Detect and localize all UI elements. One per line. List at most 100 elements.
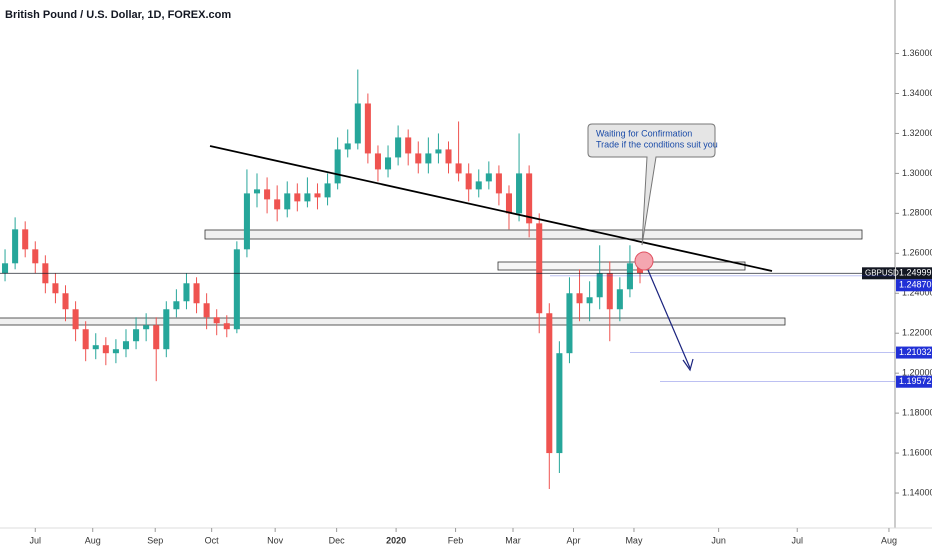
candle-body	[223, 323, 230, 330]
candle-body	[233, 249, 240, 330]
y-tick-label: 1.32000	[902, 128, 932, 138]
candle-body	[435, 149, 442, 154]
candle-body	[92, 345, 99, 350]
y-tick-label: 1.18000	[902, 408, 932, 418]
y-tick-label: 1.20000	[902, 368, 932, 378]
candle-body	[526, 173, 533, 224]
candle-body	[183, 283, 190, 302]
candle-body	[475, 181, 482, 190]
candle-body	[133, 329, 140, 342]
x-tick-label: Mar	[505, 535, 521, 545]
candle-body	[284, 193, 291, 210]
zone	[497, 261, 746, 271]
candle-body	[385, 157, 392, 170]
price-label: 1.24870	[899, 280, 932, 290]
x-tick-label: Sep	[147, 535, 163, 545]
price-label-box	[896, 346, 932, 359]
x-tick-label: Jun	[711, 535, 726, 545]
candle-body	[415, 153, 422, 164]
x-tick-label: Jul	[30, 535, 42, 545]
candle-body	[445, 149, 452, 164]
x-tick-label: Nov	[267, 535, 284, 545]
candle-body	[566, 293, 573, 354]
candle-body	[374, 153, 381, 170]
candle-body	[556, 353, 563, 454]
candle-body	[72, 309, 79, 330]
y-tick-label: 1.26000	[902, 248, 932, 258]
candle-body	[193, 283, 200, 304]
candle-body	[264, 189, 271, 200]
candle-body	[536, 223, 543, 314]
candle-body	[102, 345, 109, 354]
arrow-head	[682, 358, 694, 372]
candle-body	[425, 153, 432, 164]
price-label-box	[896, 267, 932, 280]
x-tick-label: Jul	[791, 535, 803, 545]
candle-body	[405, 137, 412, 154]
candle-body	[616, 289, 623, 310]
candle-body	[143, 325, 150, 330]
y-tick-label: 1.24000	[902, 288, 932, 298]
x-tick-label: Aug	[85, 535, 101, 545]
candle-body	[334, 149, 341, 184]
candle-body	[32, 249, 39, 264]
price-label-box	[896, 279, 932, 292]
candle-body	[465, 173, 472, 190]
candle-body	[122, 341, 130, 350]
candle-body	[485, 173, 492, 182]
y-tick-label: 1.36000	[902, 48, 932, 58]
candle-body	[12, 229, 19, 264]
candle-body	[153, 325, 160, 350]
symbol-label-box	[862, 267, 895, 280]
price-label-box	[896, 375, 932, 388]
candle-body	[112, 349, 119, 354]
callout-text: Trade if the conditions suit you	[596, 139, 718, 149]
zone	[204, 229, 863, 240]
y-tick-label: 1.28000	[902, 208, 932, 218]
candle-body	[626, 263, 633, 290]
candle-body	[354, 103, 361, 144]
candle-body	[596, 273, 603, 298]
candle-body	[173, 301, 180, 310]
candle-body	[22, 229, 29, 250]
x-tick-label: Feb	[448, 535, 464, 545]
candle-body	[314, 193, 321, 198]
candle-body	[455, 163, 462, 174]
candle-body	[52, 283, 59, 294]
y-tick-label: 1.34000	[902, 88, 932, 98]
zone	[0, 317, 786, 326]
y-tick-label: 1.22000	[902, 328, 932, 338]
callout	[587, 123, 716, 246]
candle-body	[586, 297, 593, 304]
price-label: 1.21032	[899, 347, 932, 357]
trend-line	[209, 145, 773, 272]
x-tick-label: Aug	[881, 535, 897, 545]
candle-body	[606, 273, 613, 310]
candle-body	[203, 303, 210, 318]
candle-body	[253, 189, 261, 194]
candle-body	[213, 317, 220, 324]
candle-body	[516, 173, 523, 214]
x-tick-label: 2020	[386, 535, 406, 545]
arrow	[647, 269, 691, 369]
candle-body	[576, 293, 583, 304]
candle-body	[324, 183, 331, 198]
candle-body	[82, 329, 89, 350]
candle-body	[495, 173, 502, 194]
y-tick-label: 1.16000	[902, 447, 932, 457]
candle-body	[243, 193, 250, 250]
chart-title: British Pound / U.S. Dollar, 1D, FOREX.c…	[5, 9, 231, 21]
symbol-label: GBPUSD	[865, 268, 899, 277]
candle-body	[505, 193, 513, 214]
callout-text: Waiting for Confirmation	[596, 128, 692, 138]
x-tick-label: Oct	[205, 535, 220, 545]
x-tick-label: Apr	[566, 535, 580, 545]
candle-body	[304, 193, 311, 202]
price-label: 1.19572	[899, 376, 932, 386]
x-tick-label: May	[625, 535, 643, 545]
candles	[2, 69, 644, 490]
price-label: 1.24999	[899, 268, 932, 278]
candle-body	[294, 193, 301, 202]
candle-body	[344, 143, 351, 150]
